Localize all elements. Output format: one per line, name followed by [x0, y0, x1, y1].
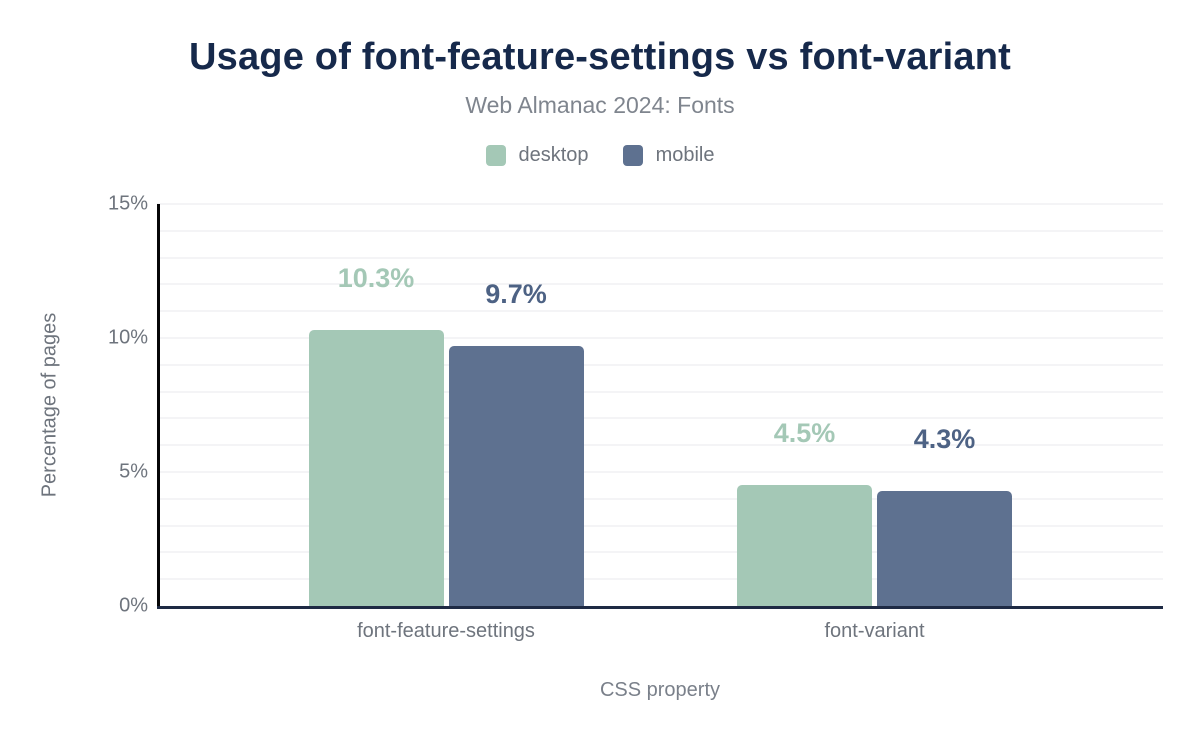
- legend: desktop mobile: [0, 144, 1200, 167]
- x-tick-labels: font-feature-settings font-variant: [157, 620, 1163, 650]
- bar-value-label-mobile-font-variant: 4.3%: [913, 424, 976, 454]
- y-tick-label: 5%: [119, 460, 148, 483]
- bar-desktop-font-variant[interactable]: 4.5%: [737, 420, 872, 606]
- y-tick-labels: 0% 5% 10% 15%: [0, 193, 148, 617]
- y-tick-label: 15%: [107, 192, 148, 215]
- gridline: [157, 497, 1163, 500]
- gridline: [157, 551, 1163, 554]
- gridline: [157, 390, 1163, 393]
- y-axis-line: [157, 204, 160, 609]
- bar-mobile-font-feature-settings[interactable]: 9.7%: [448, 281, 584, 606]
- gridline: [157, 471, 1163, 474]
- gridline: [157, 444, 1163, 447]
- bar-value-label-mobile-font-feature-settings: 9.7%: [485, 279, 547, 309]
- bar-group-font-feature-settings: 10.3% 9.7%: [308, 204, 584, 606]
- bar-value-label-desktop-font-variant: 4.5%: [773, 418, 836, 448]
- gridline: [157, 256, 1163, 259]
- bar-desktop-font-feature-settings[interactable]: 10.3%: [308, 265, 444, 606]
- legend-item-desktop[interactable]: desktop: [485, 144, 589, 167]
- gridline: [157, 310, 1163, 313]
- gridline: [157, 229, 1163, 232]
- gridline: [157, 337, 1163, 340]
- gridline: [157, 524, 1163, 527]
- x-tick-label-font-feature-settings: font-feature-settings: [357, 620, 535, 642]
- legend-item-mobile[interactable]: mobile: [622, 144, 715, 167]
- legend-swatch-mobile: [622, 145, 643, 166]
- bar-value-label-desktop-font-feature-settings: 10.3%: [337, 263, 415, 293]
- bar-mobile-font-variant[interactable]: 4.3%: [877, 426, 1012, 606]
- gridline: [157, 283, 1163, 286]
- x-tick-label-font-variant: font-variant: [824, 620, 925, 642]
- x-axis-line: [157, 606, 1163, 609]
- y-tick-label: 0%: [119, 594, 148, 617]
- chart-title: Usage of font-feature-settings vs font-v…: [188, 36, 1012, 78]
- bar-group-font-variant: 4.5% 4.3%: [737, 204, 1012, 606]
- legend-label-desktop: desktop: [518, 144, 589, 166]
- plot-area: 10.3% 9.7% 4.5% 4.3%: [157, 203, 1163, 609]
- chart-subtitle: Web Almanac 2024: Fonts: [465, 92, 735, 118]
- y-tick-label: 10%: [107, 326, 148, 349]
- legend-swatch-desktop: [485, 145, 506, 166]
- gridline: [157, 203, 1163, 205]
- x-axis-title: CSS property: [599, 679, 721, 701]
- gridline: [157, 363, 1163, 366]
- gridline: [157, 578, 1163, 581]
- legend-label-mobile: mobile: [655, 144, 715, 166]
- gridline: [157, 417, 1163, 420]
